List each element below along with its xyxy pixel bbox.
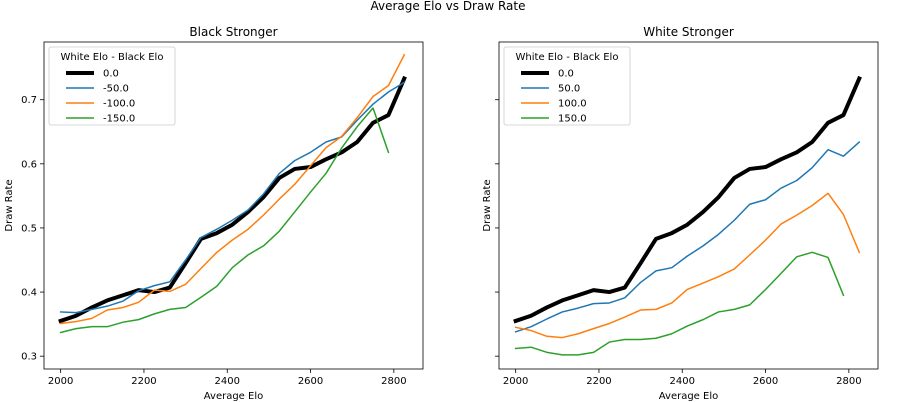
- x-axis-label: Average Elo: [659, 391, 718, 402]
- legend-label-2: 50.0: [558, 84, 580, 95]
- x-tick-label: 2600: [298, 376, 323, 387]
- legend-box: [48, 46, 176, 126]
- axes-frame: [43, 41, 424, 370]
- axes-frame: [498, 41, 879, 370]
- series-line-4: [59, 107, 390, 334]
- legend-title: White Elo - Black Elo: [516, 52, 619, 63]
- series-line-3: [59, 53, 406, 325]
- y-tick-label: 0.4: [21, 288, 37, 299]
- legend-title: White Elo - Black Elo: [61, 52, 164, 63]
- legend-box: [503, 46, 631, 126]
- legend-label-3: -100.0: [103, 99, 135, 110]
- series-line-1: [58, 75, 407, 324]
- y-tick-label: 0.7: [21, 95, 37, 106]
- x-tick-label: 2600: [753, 376, 778, 387]
- series-line-4: [514, 251, 845, 356]
- y-tick-label: 0.3: [21, 352, 37, 363]
- y-tick-label: 0.5: [21, 223, 37, 234]
- figure-title: Average Elo vs Draw Rate: [370, 0, 525, 13]
- x-tick-label: 2800: [836, 376, 861, 387]
- y-tick-label: 0.6: [21, 159, 37, 170]
- chart-panel-2: White Stronger 2000 2200 2400 2600 2800 Averag…: [482, 25, 879, 402]
- chart-title: Black Stronger: [189, 25, 277, 39]
- series-line-2: [514, 140, 861, 333]
- chart-title: White Stronger: [643, 25, 734, 39]
- chart-panel-1: Black Stronger 2000 2200 2400 2600 2800 0.3 0.4…: [4, 25, 424, 402]
- legend-label-2: -50.0: [103, 84, 129, 95]
- legend: White Elo - Black Elo 0.0 50.0 100.0 150.0: [503, 46, 631, 126]
- x-axis-label: Average Elo: [204, 391, 263, 402]
- y-axis-label: Draw Rate: [4, 179, 15, 231]
- legend-label-1: 0.0: [103, 69, 119, 80]
- series-line-2: [59, 81, 406, 314]
- legend: White Elo - Black Elo 0.0 -50.0 -100.0 -150.…: [48, 46, 176, 126]
- x-tick-label: 2400: [670, 376, 695, 387]
- legend-label-1: 0.0: [558, 69, 574, 80]
- x-tick-label: 2000: [503, 376, 528, 387]
- x-tick-label: 2200: [131, 376, 156, 387]
- legend-label-4: -150.0: [103, 114, 135, 125]
- legend-label-3: 100.0: [558, 99, 587, 110]
- series-line-3: [514, 192, 861, 339]
- series-line-1: [513, 75, 862, 324]
- x-tick-label: 2000: [48, 376, 73, 387]
- legend-label-4: 150.0: [558, 114, 587, 125]
- x-tick-label: 2200: [586, 376, 611, 387]
- y-axis-label: Draw Rate: [482, 179, 493, 231]
- x-tick-label: 2800: [381, 376, 406, 387]
- x-tick-label: 2400: [215, 376, 240, 387]
